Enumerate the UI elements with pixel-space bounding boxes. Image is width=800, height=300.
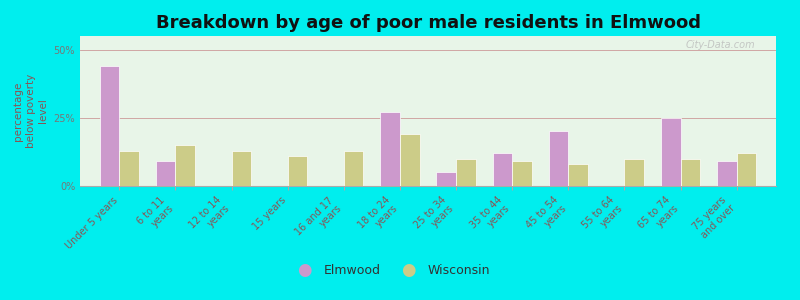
- Bar: [288, 156, 307, 186]
- Bar: [400, 134, 419, 186]
- Y-axis label: percentage
below poverty
level: percentage below poverty level: [13, 74, 48, 148]
- Bar: [512, 161, 532, 186]
- Text: ●: ●: [401, 261, 415, 279]
- Bar: [119, 151, 139, 186]
- Bar: [344, 151, 363, 186]
- Bar: [717, 161, 737, 186]
- Bar: [568, 164, 588, 186]
- Bar: [493, 153, 512, 186]
- Bar: [737, 153, 756, 186]
- Bar: [175, 145, 195, 186]
- Bar: [661, 118, 681, 186]
- Bar: [380, 112, 400, 186]
- Bar: [231, 151, 251, 186]
- Bar: [681, 159, 700, 186]
- Bar: [625, 159, 644, 186]
- Bar: [156, 161, 175, 186]
- Text: City-Data.com: City-Data.com: [686, 40, 755, 50]
- Bar: [437, 172, 456, 186]
- Text: Wisconsin: Wisconsin: [428, 263, 490, 277]
- Bar: [549, 131, 568, 186]
- Bar: [100, 66, 119, 186]
- Text: ●: ●: [297, 261, 311, 279]
- Title: Breakdown by age of poor male residents in Elmwood: Breakdown by age of poor male residents …: [155, 14, 701, 32]
- Bar: [456, 159, 476, 186]
- Text: Elmwood: Elmwood: [324, 263, 381, 277]
